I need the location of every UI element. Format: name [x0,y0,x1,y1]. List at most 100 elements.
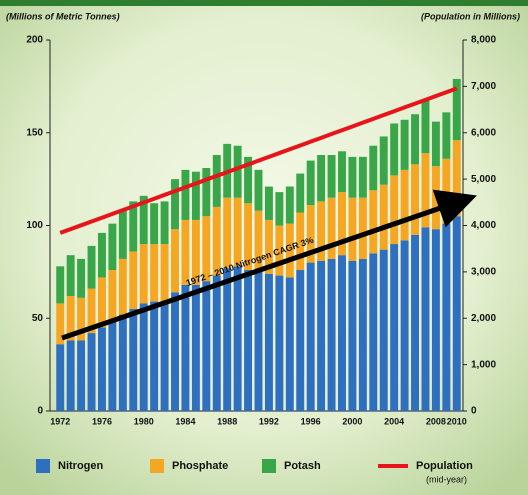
bar-segment [400,240,409,411]
bar-segment [275,225,284,276]
bar-segment [171,179,179,230]
bar-segment [118,314,127,411]
bar-segment [306,160,315,206]
x-tick-label: 2010 [447,416,467,426]
bar-segment [369,190,378,254]
bar-segment [421,153,430,228]
bar-segment [327,258,336,411]
bar-segment [66,255,75,296]
x-tick-label: 1984 [175,416,195,426]
y2-tick-label: 4,000 [471,220,496,231]
bar-segment [306,205,315,263]
trend-arrow [61,189,477,341]
bar-segment [338,151,346,193]
bar-segment [452,140,461,217]
bar-segment [77,297,86,341]
bar-segment [171,292,179,411]
y-axis-label: (Millions of Metric Tonnes) [6,11,120,21]
x-tick-label: 2004 [384,416,404,426]
y-tick-label: 50 [32,313,44,324]
bar-segment [244,270,253,411]
bar-segment [223,268,232,411]
bar-segment [191,171,200,220]
bar-segment [181,284,190,411]
bar-segment [108,270,117,322]
legend-swatch [262,459,276,473]
x-tick-label: 1988 [217,416,237,426]
bar-segment [202,167,211,217]
y-tick-label: 150 [26,127,43,138]
y2-tick-label: 8,000 [471,35,496,46]
bar-segment [139,303,148,411]
bar-segment [254,271,263,411]
y2-tick-label: 6,000 [471,127,496,138]
bar-segment [129,201,138,252]
y-tick-label: 200 [26,35,43,46]
bar-segment [160,201,169,245]
y2-tick-label: 2,000 [471,313,496,324]
bar-segment [338,255,346,411]
bar-segment [87,288,96,334]
bar-segment [108,223,117,271]
bar-segment [390,123,399,176]
bar-segment [431,229,440,411]
bar-segment [452,216,461,411]
bar-segment [306,262,315,411]
bar-segment [171,229,179,293]
bar-segment [233,145,242,198]
bar-segment [431,166,440,230]
legend-label: Potash [284,460,321,472]
bar-segment [369,145,378,191]
bar-segment [285,223,294,278]
bar-segment [87,333,96,411]
bar-segment [97,327,106,411]
bar-segment [338,192,346,256]
bar-segment [254,210,263,272]
bar-segment [56,266,65,304]
bar-segment [358,156,367,198]
bar-segment [296,212,305,271]
bar-segment [87,245,96,289]
bar-segment [327,155,336,198]
x-tick-label: 2000 [342,416,362,426]
bar-segment [358,197,367,259]
bar-segment [129,251,138,309]
bar-segment [108,321,117,411]
bar-segment [296,173,305,213]
bar-segment [379,184,388,250]
bar-segment [411,164,420,235]
legend-swatch [150,459,164,473]
bar-segment [66,340,75,411]
bar-segment [442,223,451,411]
bar-segment [139,195,148,245]
bar-segment [202,281,211,411]
bar-segment [452,78,461,141]
bar-segment [327,197,336,259]
bar-segment [317,155,326,202]
bar-segment [421,99,430,154]
plot: 05010015020001,0002,0003,0004,0005,0006,… [26,35,496,427]
bar-segment [212,206,221,276]
bar-segment [233,197,242,267]
bar-segment [264,186,273,220]
bar-segment [348,260,357,411]
bar-segment [411,234,420,411]
bar-segment [379,136,388,185]
y2-axis-label: (Population in Millions) [421,11,520,21]
bar-segment [348,156,357,198]
bar-segment [400,169,409,241]
bar-segment [160,301,169,411]
y2-tick-label: 3,000 [471,267,496,278]
y2-tick-label: 5,000 [471,174,496,185]
x-tick-label: 1980 [134,416,154,426]
bar-segment [139,244,148,304]
bar-segment [348,197,357,261]
bar-segment [400,119,409,170]
y2-tick-label: 1,000 [471,359,496,370]
y-tick-label: 0 [37,406,43,417]
x-tick-label: 2008 [426,416,446,426]
bar-segment [212,275,221,411]
legend-swatch [36,459,50,473]
population-line [59,86,458,235]
